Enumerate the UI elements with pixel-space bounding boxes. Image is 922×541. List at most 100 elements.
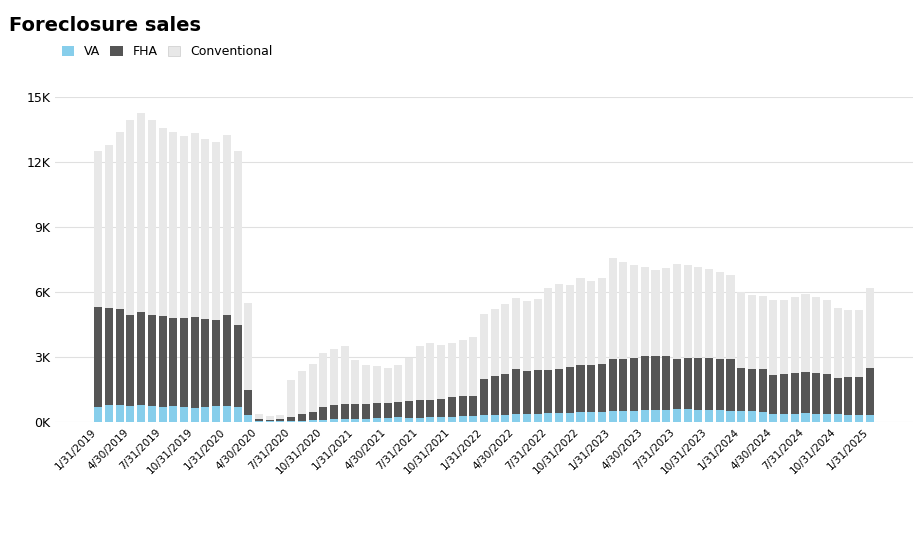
Bar [855,310,863,377]
Bar [458,417,467,422]
Bar [587,366,596,412]
Bar [748,295,756,368]
Bar [523,371,531,414]
Bar [597,364,606,412]
Bar [705,358,713,410]
Bar [298,421,306,422]
Bar [191,317,199,408]
Legend: VA, FHA, Conventional: VA, FHA, Conventional [62,45,273,58]
Bar [759,296,767,370]
Bar [201,407,209,422]
Bar [769,300,777,375]
Bar [683,358,692,409]
Bar [94,407,102,422]
Bar [480,379,488,415]
Bar [341,346,349,405]
Bar [330,419,338,422]
Bar [566,413,573,422]
Bar [780,300,788,374]
Bar [437,417,445,422]
Bar [137,405,145,422]
Bar [544,413,552,422]
Bar [427,418,434,422]
Bar [513,369,520,414]
Bar [405,418,413,422]
Bar [502,304,510,373]
Bar [780,414,788,422]
Bar [223,135,230,315]
Bar [233,325,242,407]
Bar [244,415,253,422]
Bar [170,131,177,318]
Bar [416,418,424,422]
Bar [801,372,810,413]
Bar [727,359,735,411]
Text: Foreclosure sales: Foreclosure sales [9,16,201,35]
Bar [587,412,596,422]
Bar [833,378,842,414]
Bar [201,139,209,319]
Bar [866,368,874,415]
Bar [491,309,499,376]
Bar [705,410,713,422]
Bar [309,412,316,420]
Bar [159,407,167,422]
Bar [266,421,274,422]
Bar [212,142,220,320]
Bar [705,269,713,358]
Bar [812,373,821,413]
Bar [555,413,563,422]
Bar [170,318,177,406]
Bar [727,275,735,359]
Bar [694,358,703,410]
Bar [458,340,467,397]
Bar [513,414,520,422]
Bar [159,128,167,316]
Bar [223,315,230,406]
Bar [255,419,263,421]
Bar [576,278,585,365]
Bar [555,285,563,369]
Bar [212,406,220,422]
Bar [277,421,285,422]
Bar [555,369,563,413]
Bar [469,416,478,422]
Bar [341,405,349,419]
Bar [845,378,852,414]
Bar [620,411,627,422]
Bar [683,409,692,422]
Bar [597,412,606,422]
Bar [480,314,488,379]
Bar [266,417,274,420]
Bar [437,345,445,399]
Bar [652,269,659,356]
Bar [738,292,745,368]
Bar [823,300,831,374]
Bar [812,297,821,373]
Bar [748,411,756,422]
Bar [502,414,510,422]
Bar [330,349,338,405]
Bar [652,356,659,410]
Bar [544,370,552,413]
Bar [609,258,617,359]
Bar [395,418,402,422]
Bar [319,353,327,407]
Bar [330,405,338,419]
Bar [683,265,692,358]
Bar [587,281,596,366]
Bar [395,402,402,418]
Bar [105,308,113,405]
Bar [523,414,531,422]
Bar [351,360,360,404]
Bar [491,415,499,422]
Bar [801,294,810,372]
Bar [362,404,371,419]
Bar [223,406,230,422]
Bar [748,368,756,411]
Bar [769,375,777,414]
Bar [384,403,392,418]
Bar [480,415,488,422]
Bar [309,420,316,422]
Bar [201,319,209,407]
